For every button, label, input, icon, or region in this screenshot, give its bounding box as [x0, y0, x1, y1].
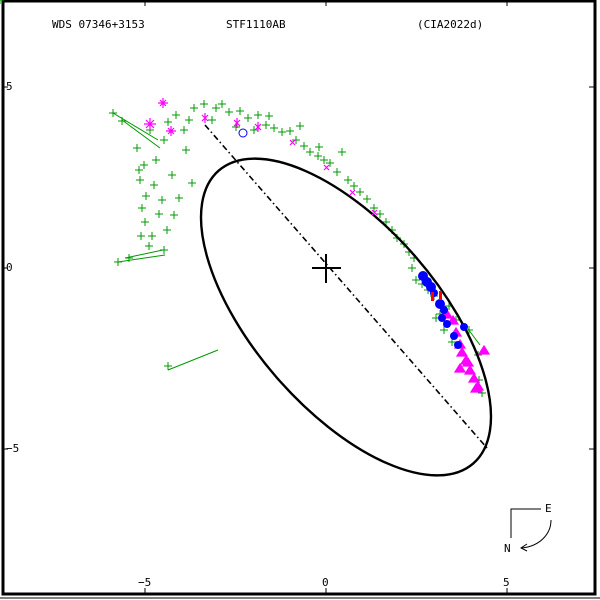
- y-tick-label-5: 5: [6, 80, 13, 93]
- speckle-observations: [238, 128, 468, 349]
- compass-icon: [510, 508, 552, 552]
- orbit-ellipse: [199, 157, 493, 477]
- compass-north-label: N: [504, 542, 511, 555]
- compass-east-label: E: [545, 502, 552, 515]
- x-tick-label-0: 0: [322, 576, 329, 589]
- y-tick-label-0: 0: [6, 261, 13, 274]
- bottom-ticks: [144, 588, 508, 593]
- orbit-ref-label: (CIA2022d): [417, 18, 484, 31]
- x-tick-label-5: 5: [503, 576, 510, 589]
- wds-id-label: WDS 07346+3153: [52, 18, 145, 31]
- left-ticks: [4, 86, 8, 450]
- interferometry-observations: [144, 98, 491, 393]
- discoverer-label: STF1110AB: [226, 18, 286, 31]
- right-ticks: [589, 86, 594, 450]
- primary-star-icon: [312, 254, 341, 283]
- x-tick-label-minus5: −5: [138, 576, 152, 589]
- micrometer-markers: [109, 100, 486, 397]
- current-position-marker: [431, 291, 442, 301]
- line-of-apsides: [204, 124, 488, 449]
- micrometer-observations: [0, 0, 481, 371]
- top-ticks: [144, 2, 508, 6]
- y-tick-label-minus5: −5: [6, 442, 20, 455]
